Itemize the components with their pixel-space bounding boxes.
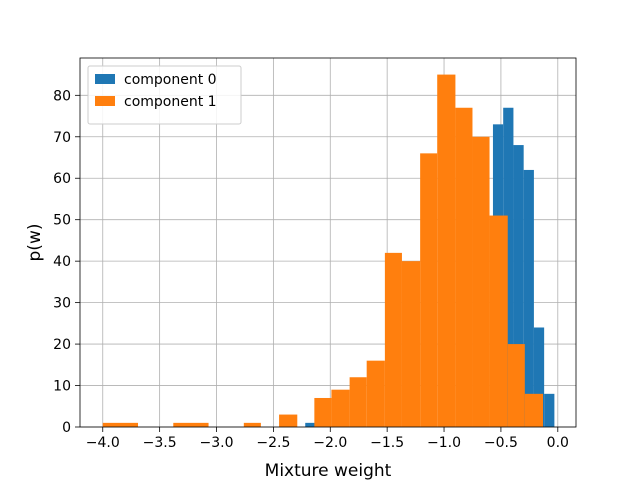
y-tick-label: 0 — [62, 420, 71, 436]
y-tick-label: 20 — [53, 337, 71, 353]
x-tick-label: −2.5 — [256, 435, 290, 451]
y-tick-label: 70 — [53, 130, 71, 146]
histogram-bar — [472, 136, 490, 428]
histogram-bar — [331, 389, 350, 427]
legend-swatch — [95, 74, 115, 84]
histogram-bar — [544, 393, 555, 427]
histogram-bar — [401, 261, 421, 427]
histogram-bar — [366, 360, 385, 427]
legend: component 0 component 1 — [87, 65, 242, 125]
histogram-bar — [523, 169, 534, 427]
histogram-bar — [102, 422, 139, 427]
x-tick-label: −2.0 — [313, 435, 347, 451]
y-axis-ticks: 0 10 20 30 40 50 60 70 80 — [53, 88, 80, 436]
legend-swatch — [95, 96, 115, 106]
histogram-bar — [173, 422, 209, 427]
x-tick-label: −3.5 — [143, 435, 177, 451]
histogram-bar — [503, 107, 514, 427]
y-tick-label: 80 — [53, 88, 71, 104]
histogram-bar — [420, 153, 438, 427]
y-tick-label: 40 — [53, 254, 71, 270]
histogram-bar — [533, 327, 545, 427]
histogram-bar — [507, 344, 525, 427]
histogram-bar — [314, 397, 332, 427]
x-tick-label: −1.0 — [427, 435, 461, 451]
legend-label: component 0 — [124, 72, 217, 88]
y-tick-label: 30 — [53, 296, 71, 312]
histogram-bar — [279, 414, 298, 427]
legend-box — [87, 65, 242, 125]
histogram-bar — [437, 74, 456, 428]
histogram-bar — [384, 252, 402, 427]
y-tick-label: 10 — [53, 379, 71, 395]
x-tick-label: −0.5 — [484, 435, 518, 451]
plot-frame — [79, 57, 577, 428]
y-tick-label: 50 — [53, 213, 71, 229]
x-tick-label: −3.0 — [200, 435, 234, 451]
histogram-bar — [455, 107, 473, 427]
histogram-bar — [524, 393, 544, 427]
histogram-bar — [349, 377, 367, 427]
histogram-bar — [305, 422, 322, 427]
x-tick-label: −1.5 — [370, 435, 404, 451]
x-axis-title: Mixture weight — [265, 461, 392, 480]
legend-label: component 1 — [124, 94, 217, 110]
x-axis-ticks: −4.0 −3.5 −3.0 −2.5 −2.0 −1.5 −1.0 −0.5 0.0 — [86, 427, 569, 451]
series-1-bars — [102, 74, 544, 428]
x-tick-label: −4.0 — [86, 435, 120, 451]
x-tick-label: 0.0 — [547, 435, 569, 451]
histogram-bar — [513, 145, 524, 427]
histogram-bar — [489, 215, 508, 427]
histogram-bar — [243, 422, 261, 427]
y-tick-label: 60 — [53, 171, 71, 187]
histogram-bars — [102, 74, 555, 428]
y-axis-title: p(w) — [25, 224, 45, 262]
